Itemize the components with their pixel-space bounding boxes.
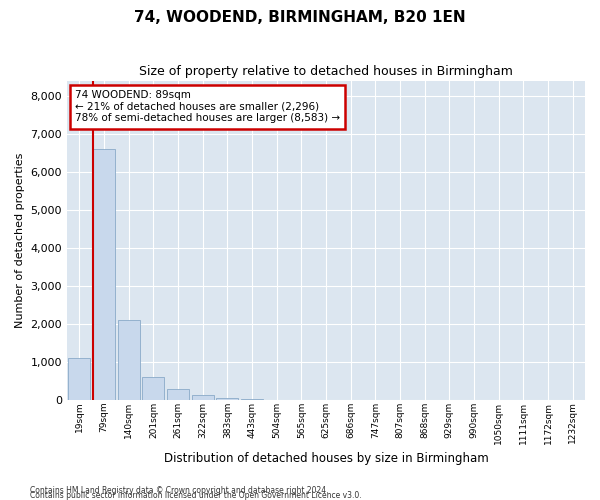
Bar: [216, 398, 238, 400]
Text: Contains public sector information licensed under the Open Government Licence v3: Contains public sector information licen…: [30, 491, 362, 500]
Text: 74 WOODEND: 89sqm
← 21% of detached houses are smaller (2,296)
78% of semi-detac: 74 WOODEND: 89sqm ← 21% of detached hous…: [75, 90, 340, 124]
X-axis label: Distribution of detached houses by size in Birmingham: Distribution of detached houses by size …: [164, 452, 488, 465]
Bar: [142, 378, 164, 400]
Bar: [241, 399, 263, 400]
Bar: [191, 394, 214, 400]
Bar: [118, 320, 140, 400]
Bar: [68, 358, 91, 400]
Bar: [167, 389, 189, 400]
Text: Contains HM Land Registry data © Crown copyright and database right 2024.: Contains HM Land Registry data © Crown c…: [30, 486, 329, 495]
Title: Size of property relative to detached houses in Birmingham: Size of property relative to detached ho…: [139, 65, 513, 78]
Y-axis label: Number of detached properties: Number of detached properties: [15, 152, 25, 328]
Text: 74, WOODEND, BIRMINGHAM, B20 1EN: 74, WOODEND, BIRMINGHAM, B20 1EN: [134, 10, 466, 25]
Bar: [93, 149, 115, 400]
